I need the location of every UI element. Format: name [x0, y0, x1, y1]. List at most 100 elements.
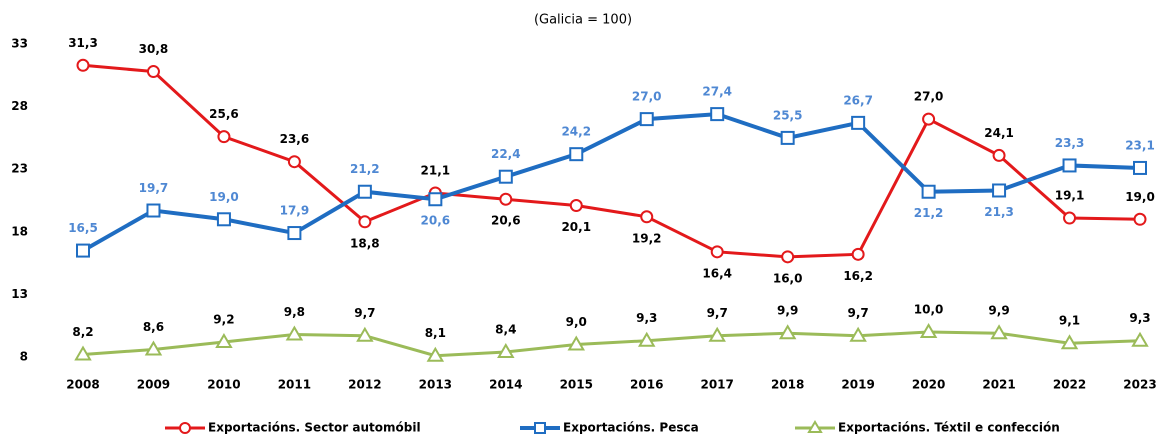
x-tick-label: 2020: [912, 378, 945, 392]
data-label: 9,7: [354, 306, 375, 320]
data-label: 9,8: [284, 305, 305, 319]
point: [1062, 158, 1077, 173]
data-label: 21,3: [984, 205, 1014, 219]
data-label: 18,8: [350, 236, 380, 250]
point: [285, 325, 304, 341]
y-tick-label: 13: [11, 287, 28, 301]
data-label: 16,0: [773, 271, 803, 285]
x-tick-label: 2011: [278, 378, 311, 392]
data-label: 27,0: [914, 90, 944, 104]
point: [637, 331, 656, 347]
point: [426, 346, 445, 362]
x-tick-label: 2022: [1053, 378, 1086, 392]
point: [990, 324, 1008, 340]
point: [921, 184, 936, 199]
data-label: 9,2: [213, 312, 234, 326]
x-tick-label: 2016: [630, 378, 663, 392]
point: [144, 340, 163, 356]
data-label: 23,1: [1125, 138, 1155, 152]
point: [569, 147, 584, 162]
x-tick-label: 2010: [207, 378, 240, 392]
point: [216, 212, 231, 227]
data-label: 21,1: [421, 163, 451, 177]
data-label: 9,9: [777, 304, 798, 318]
data-label: 17,9: [280, 204, 310, 218]
data-label: 9,1: [1059, 314, 1080, 328]
series-line: [82, 112, 1141, 253]
point: [358, 215, 372, 229]
data-label: 9,7: [848, 306, 869, 320]
point: [428, 192, 443, 207]
data-label: 25,5: [773, 108, 803, 122]
x-tick-label: 2013: [419, 378, 452, 392]
point: [74, 345, 92, 361]
data-label: 30,8: [139, 42, 169, 56]
data-label: 20,6: [491, 214, 521, 228]
point: [499, 192, 513, 206]
point: [849, 326, 867, 342]
data-label: 9,9: [988, 304, 1009, 318]
point: [992, 183, 1007, 198]
data-label: 16,5: [68, 221, 98, 235]
point: [569, 199, 583, 213]
data-label: 25,6: [209, 107, 239, 121]
point: [639, 112, 654, 127]
data-label: 16,4: [702, 266, 732, 280]
point: [992, 148, 1006, 162]
data-label: 22,4: [491, 147, 521, 161]
point: [780, 130, 795, 145]
point: [215, 332, 233, 348]
data-label: 8,2: [72, 325, 93, 339]
series: 16,5 19,7 19,0 17,9 21,2 20,6 22,4 24,2 27,0 27,4…: [68, 85, 1155, 258]
point: [357, 184, 372, 199]
data-label: 9,0: [566, 315, 587, 329]
data-label: 9,7: [707, 306, 728, 320]
legend-marker: [179, 422, 191, 434]
data-label: 19,1: [1055, 189, 1085, 203]
point: [708, 326, 726, 342]
point: [851, 247, 865, 261]
point: [1133, 212, 1147, 226]
data-label: 10,0: [914, 302, 944, 316]
data-label: 24,2: [561, 125, 591, 139]
data-label: 21,2: [914, 206, 944, 220]
x-tick-label: 2012: [348, 378, 381, 392]
point: [1060, 334, 1079, 350]
data-label: 27,4: [702, 85, 732, 99]
series-line: [82, 63, 1141, 259]
x-tick-label: 2009: [137, 378, 170, 392]
point: [640, 210, 654, 224]
data-label: 8,6: [143, 320, 164, 334]
data-label: 19,7: [139, 181, 169, 195]
legend-label: Exportacións. Pesca: [563, 421, 699, 435]
point: [919, 322, 938, 338]
x-tick-label: 2015: [560, 378, 593, 392]
point: [287, 226, 302, 241]
point: [76, 243, 90, 258]
data-label: 20,1: [561, 220, 591, 234]
y-tick-label: 8: [20, 350, 28, 364]
point: [356, 326, 374, 342]
series: 31,3 30,8 25,6 23,6 18,8 21,1 20,6 20,1 19,2 16,4…: [68, 36, 1155, 286]
data-label: 19,0: [1125, 190, 1155, 204]
point: [851, 115, 866, 130]
data-label: 9,3: [636, 311, 657, 325]
point: [1063, 211, 1077, 225]
point: [76, 58, 90, 72]
series-line: [82, 330, 1141, 358]
y-tick-label: 33: [11, 37, 28, 51]
point: [1131, 331, 1149, 347]
legend-marker: [807, 420, 823, 433]
data-label: 27,0: [632, 90, 662, 104]
data-label: 8,4: [495, 322, 516, 336]
data-label: 19,2: [632, 231, 662, 245]
point: [498, 169, 513, 184]
point: [710, 107, 725, 122]
y-tick-label: 28: [11, 99, 28, 113]
legend-label: Exportacións. Sector automóbil: [208, 421, 421, 435]
data-label: 31,3: [68, 36, 98, 50]
x-tick-label: 2019: [841, 378, 874, 392]
data-label: 8,1: [425, 326, 446, 340]
point: [567, 335, 586, 351]
